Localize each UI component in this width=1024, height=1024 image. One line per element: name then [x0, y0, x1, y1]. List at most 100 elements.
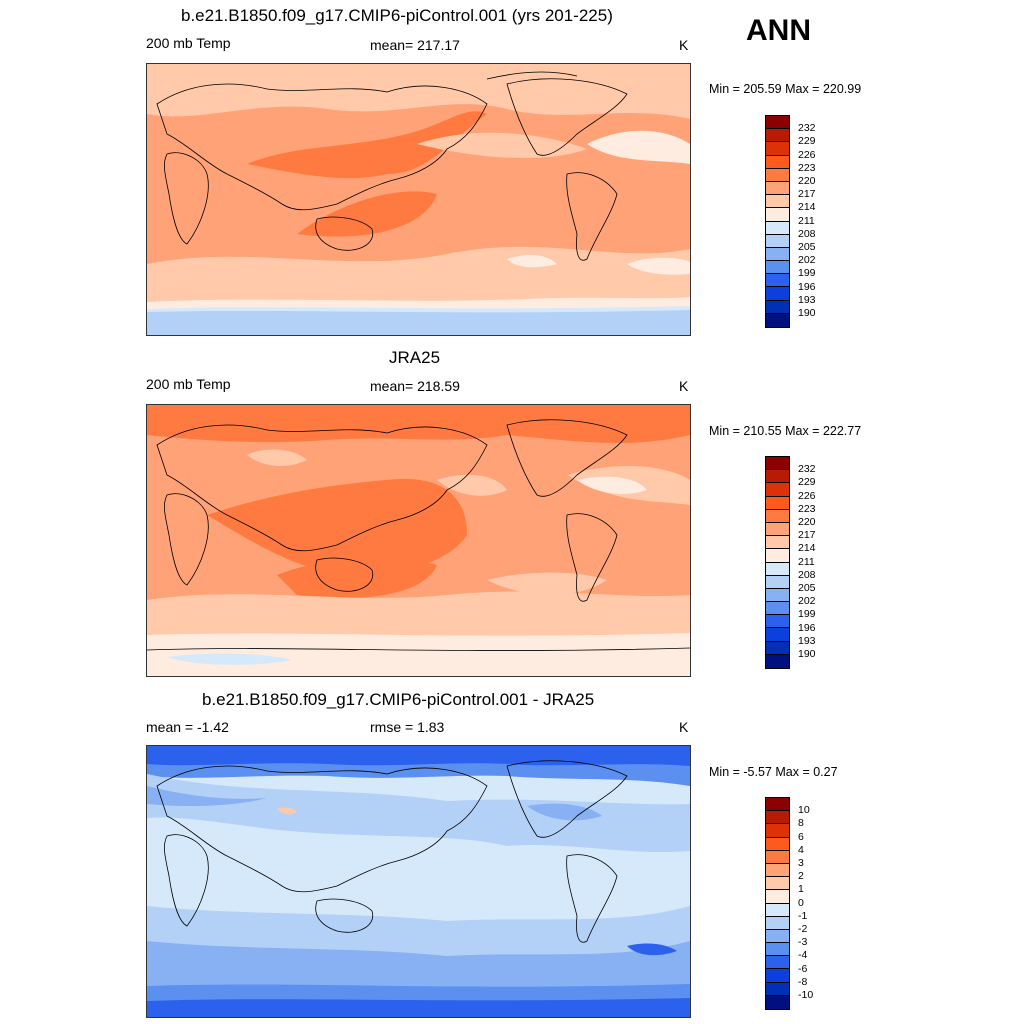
colorbar-segment [766, 509, 789, 523]
colorbar-label: 1 [798, 883, 804, 896]
colorbar-label: 196 [798, 280, 816, 293]
colorbar-label: -1 [798, 909, 808, 922]
season-label: ANN [746, 14, 811, 47]
colorbar-segment [766, 496, 789, 510]
field-europe-band2 [147, 786, 267, 806]
field-south-atlantic-band4 [627, 943, 677, 956]
colorbar-segment [766, 483, 789, 497]
field-arctic-band4 [147, 746, 690, 766]
colorbar-segment [766, 628, 789, 642]
colorbar-segment [766, 863, 789, 878]
colorbar-segment [766, 274, 789, 288]
panel-2-units: K [679, 378, 689, 394]
panel-1-minmax: Min = 205.59 Max = 220.99 [709, 82, 862, 96]
panel-2-variable-label: 200 mb Temp [146, 376, 231, 392]
colorbar-segment [766, 798, 789, 812]
field-south-atlantic-low [627, 257, 690, 275]
field-midlat-band1 [147, 774, 690, 853]
colorbar-segment [766, 916, 789, 930]
colorbar-label: 10 [798, 804, 810, 817]
colorbar-label: -6 [798, 962, 808, 975]
colorbar-segment [766, 903, 789, 917]
colorbar-segment [766, 168, 789, 182]
panel-3-title: b.e21.B1850.f09_g17.CMIP6-piControl.001 … [202, 690, 595, 709]
colorbar-segment [766, 313, 789, 327]
colorbar-label: 202 [798, 595, 816, 608]
colorbar-label: 226 [798, 148, 816, 161]
panel-3-rmse-label: rmse = 1.83 [370, 719, 445, 735]
colorbar-label: 214 [798, 542, 816, 555]
panel-3-colorbar: 10 8 6 4 3 2 1 0 -1 -2 -3 -4 -6 -8 -10 [765, 797, 813, 1010]
colorbar-segment [766, 588, 789, 603]
colorbar-label: 196 [798, 621, 816, 634]
colorbar-label: 232 [798, 122, 816, 135]
panel-3-units: K [679, 719, 689, 735]
field-australia-warm [297, 191, 437, 237]
panel-1-mean-label: mean= 217.17 [370, 37, 460, 53]
coastlines [156, 760, 628, 943]
colorbar-segment [766, 562, 789, 576]
colorbar-label: 211 [798, 555, 815, 568]
colorbar-label: 199 [798, 608, 816, 621]
colorbar-label: 205 [798, 582, 816, 594]
panel-2-map [146, 404, 691, 677]
colorbar-label: 223 [798, 502, 816, 515]
colorbar-label: 223 [798, 161, 816, 174]
colorbar-label: -2 [798, 923, 808, 935]
field-central-asia-mid [247, 449, 307, 467]
colorbar-segment [766, 234, 789, 248]
panel-3-minmax: Min = -5.57 Max = 0.27 [709, 765, 838, 779]
colorbar-label: 220 [798, 175, 816, 187]
colorbar-segment [766, 969, 789, 983]
colorbar-label: 4 [798, 843, 804, 856]
field-tropical-warm [207, 478, 467, 575]
field-antarctic-band4 [147, 998, 690, 1017]
panel-1-colorbar: 232 229 226 223 220 217 214 211 208 205 202 199 196 1… [765, 115, 816, 328]
colorbar-segment [766, 837, 789, 851]
colorbar-label: 193 [798, 293, 816, 306]
colorbar-boxes [765, 456, 790, 669]
colorbar-label: 193 [798, 634, 816, 647]
colorbar-segment [766, 602, 789, 616]
colorbar-segment [766, 208, 789, 222]
colorbar-label: 214 [798, 201, 816, 214]
colorbar-label: 220 [798, 516, 816, 528]
coastlines [156, 71, 628, 261]
panel-2-title: JRA25 [389, 348, 441, 367]
field-antarctic-low [147, 633, 690, 676]
colorbar-segment [766, 615, 789, 629]
colorbar-segment [766, 261, 789, 275]
colorbar-segment [766, 195, 789, 209]
colorbar-label: 6 [798, 830, 804, 843]
field-north-pacific-warm [247, 111, 487, 179]
colorbar-segment [766, 877, 789, 891]
coastlines [147, 419, 690, 651]
panel-1-variable-label: 200 mb Temp [146, 35, 231, 51]
colorbar-segment [766, 890, 789, 904]
colorbar-segment [766, 943, 789, 957]
panel-2-colorbar: 232 229 226 223 220 217 214 211 208 205 202 199 196 1… [765, 456, 816, 669]
colorbar-label: 208 [798, 568, 816, 581]
panel-2-mean-label: mean= 218.59 [370, 378, 460, 394]
colorbar-segment [766, 995, 789, 1009]
colorbar-segment [766, 522, 789, 537]
colorbar-boxes [765, 797, 790, 1010]
colorbar-segment [766, 929, 789, 944]
colorbar-label: 229 [798, 476, 816, 489]
colorbar-segment [766, 142, 789, 156]
colorbar-label: 0 [798, 896, 804, 909]
field-north-atlantic-band2 [527, 803, 602, 821]
colorbar-segment [766, 287, 789, 301]
colorbar-segment [766, 470, 789, 484]
colorbar-segment [766, 850, 789, 864]
field-antarctic-cold [147, 310, 690, 335]
colorbar-segment [766, 300, 789, 314]
field-southern-mid [147, 591, 690, 645]
panel-3-mean-label: mean = -1.42 [146, 719, 229, 735]
colorbar-label: 202 [798, 254, 816, 267]
field-atlantic-low [587, 130, 690, 164]
colorbar-label: 205 [798, 241, 816, 253]
colorbar-label: -8 [798, 975, 808, 988]
field-arctic-warm [147, 405, 690, 443]
colorbar-segment [766, 575, 789, 589]
